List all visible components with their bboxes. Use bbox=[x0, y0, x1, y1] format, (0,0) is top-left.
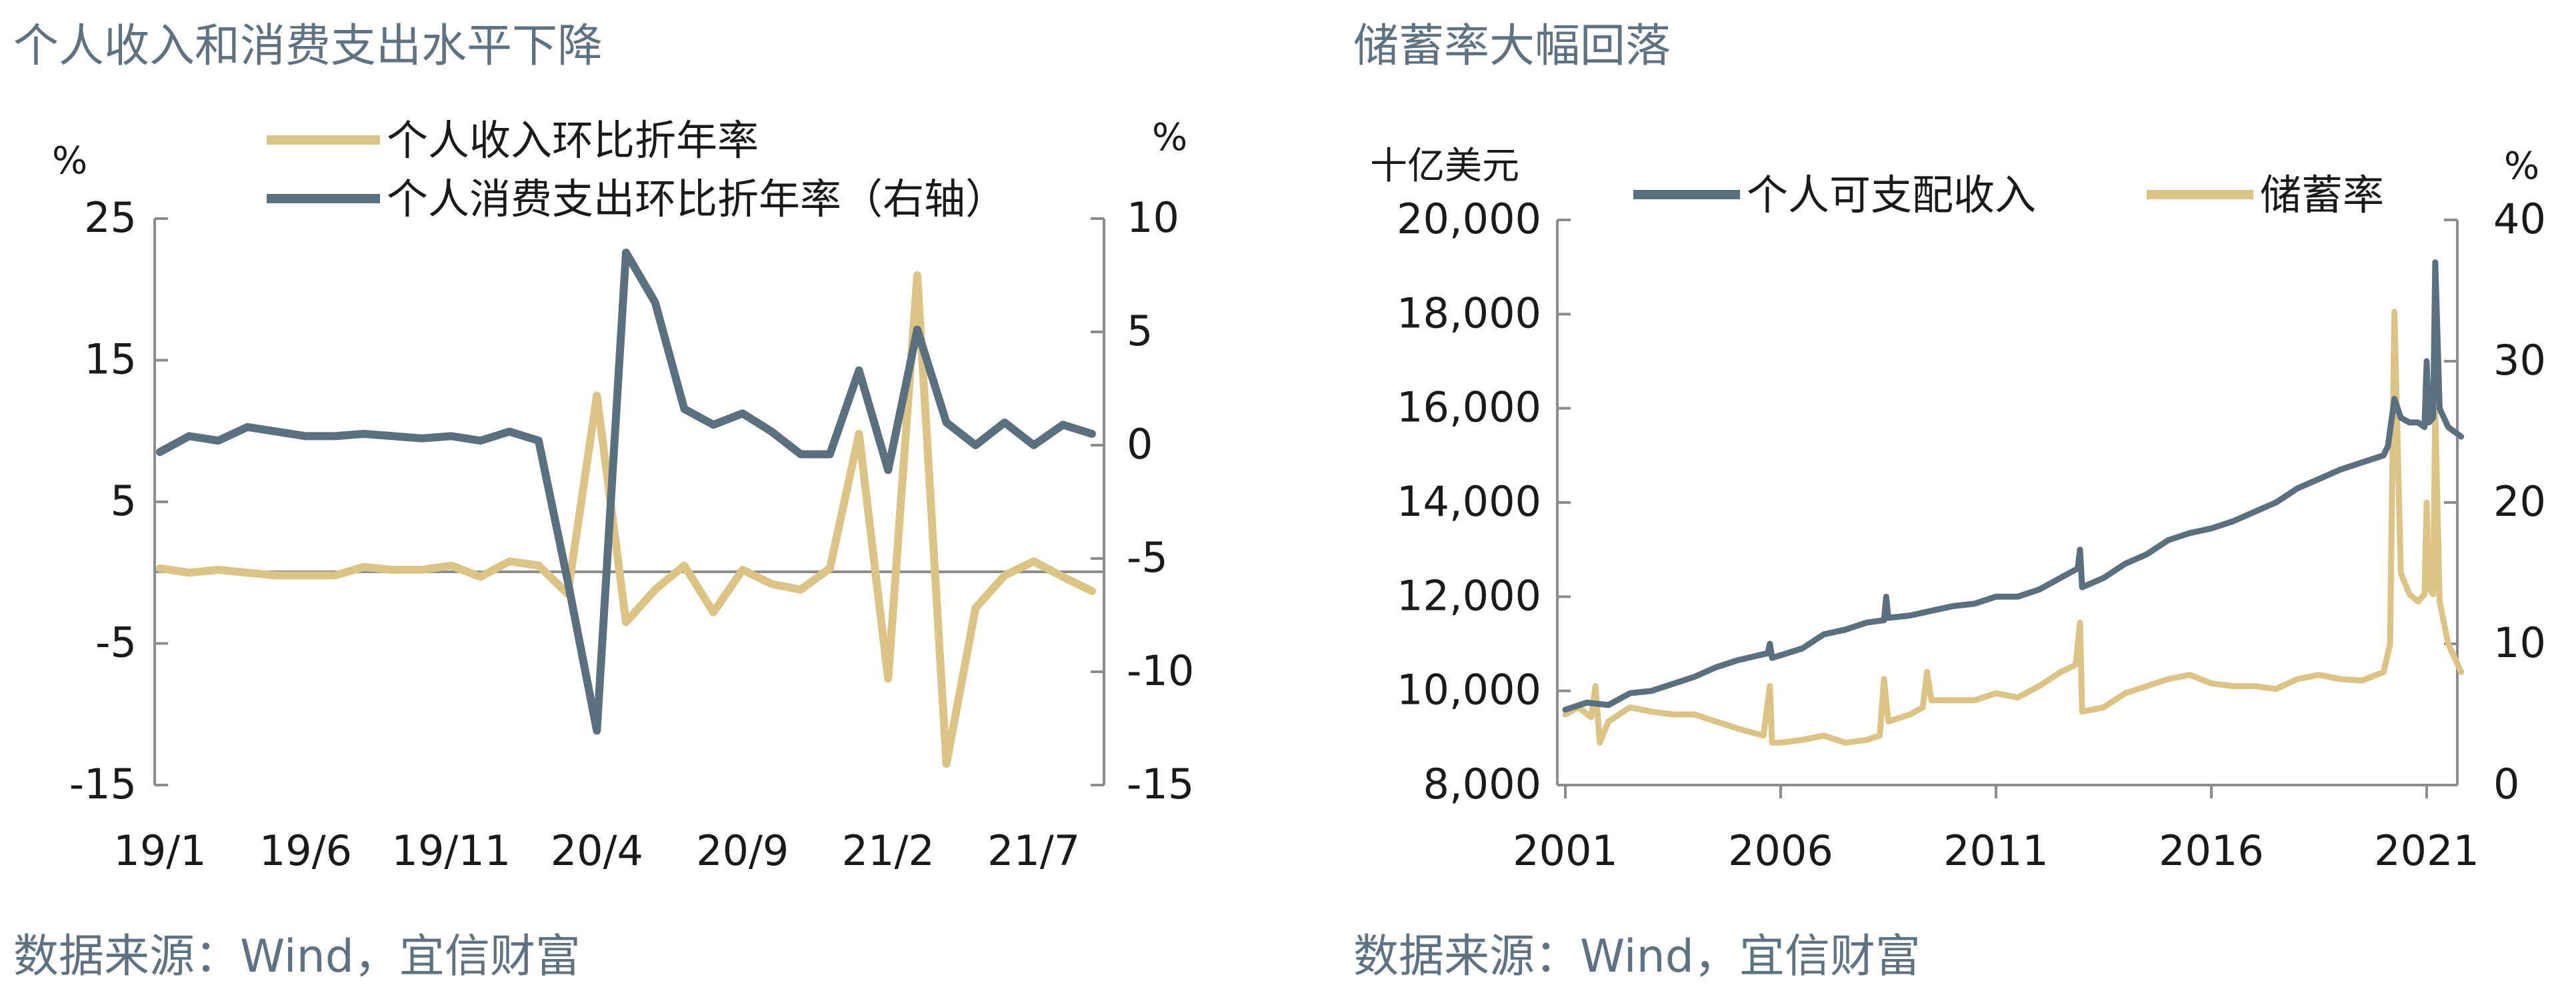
right-legend: 个人可支配收入 储蓄率 bbox=[1633, 171, 2384, 219]
left-y-ticks: 25 15 5 -5 -15 bbox=[69, 193, 168, 808]
r-left-y-tick-label: 20,000 bbox=[1397, 195, 1541, 243]
r-left-y-tick-label: 16,000 bbox=[1397, 383, 1541, 432]
r-left-y-tick-label: 8,000 bbox=[1423, 760, 1542, 808]
right-left-axis-unit: 十亿美元 bbox=[1370, 145, 1519, 188]
left-chart-title: 个人收入和消费支出水平下降 bbox=[13, 20, 603, 73]
right-source-note: 数据来源：Wind，宜信财富 bbox=[1353, 930, 1921, 983]
x-tick-label: 21/2 bbox=[842, 826, 935, 875]
r-left-y-tick-label: 10,000 bbox=[1397, 666, 1541, 714]
left-y-tick-label: 5 bbox=[111, 477, 137, 525]
right-y-tick-label: 0 bbox=[1127, 420, 1153, 469]
left-y-tick-label: -5 bbox=[95, 618, 137, 667]
x-tick-label: 21/7 bbox=[987, 826, 1080, 875]
savings-rate-series-line bbox=[1562, 309, 2465, 746]
r-right-y-tick-label: 10 bbox=[2493, 618, 2546, 667]
r-x-tick-label: 2011 bbox=[1943, 826, 2049, 875]
x-tick-label: 19/11 bbox=[392, 826, 511, 875]
x-tick-label: 20/4 bbox=[551, 826, 643, 875]
r-x-tick-label: 2021 bbox=[2374, 826, 2479, 875]
left-legend: 个人收入环比折年率 个人消费支出环比折年率（右轴） bbox=[267, 116, 1007, 223]
right-y-tick-label: -10 bbox=[1127, 646, 1194, 695]
right-chart: 储蓄率大幅回落 十亿美元 % 个人可支配收入 储蓄率 20,000 18,000 1… bbox=[1353, 20, 2546, 983]
left-axis-unit: % bbox=[52, 139, 87, 183]
left-y-tick-label: 25 bbox=[84, 193, 137, 242]
legend-label-income: 个人收入环比折年率 bbox=[387, 116, 759, 165]
right-y-tick-label: -5 bbox=[1127, 533, 1168, 582]
right-series bbox=[1562, 259, 2465, 746]
spending-series-line bbox=[156, 249, 1096, 735]
right-y-tick-label: 10 bbox=[1127, 193, 1179, 242]
right-right-axis-unit: % bbox=[2504, 145, 2539, 188]
right-y-tick-label: -15 bbox=[1127, 760, 1194, 808]
right-y-ticks: 10 5 0 -5 -10 -15 bbox=[1091, 193, 1194, 808]
r-right-y-tick-label: 20 bbox=[2493, 477, 2546, 526]
r-right-y-tick-label: 40 bbox=[2493, 195, 2546, 243]
left-series bbox=[156, 249, 1096, 768]
r-x-tick-label: 2006 bbox=[1728, 826, 1833, 875]
r-left-y-ticks: 20,000 18,000 16,000 14,000 12,000 10,000 8,00… bbox=[1397, 195, 1571, 808]
right-axis-unit: % bbox=[1152, 116, 1187, 159]
left-y-tick-label: -15 bbox=[69, 760, 137, 808]
left-chart: 个人收入和消费支出水平下降 % % 个人收入环比折年率 个人消费支出环比折年率（… bbox=[13, 20, 1194, 983]
r-right-y-tick-label: 0 bbox=[2493, 760, 2519, 808]
r-right-y-ticks: 40 30 20 10 0 bbox=[2444, 195, 2546, 808]
legend-label-disposable-income: 个人可支配收入 bbox=[1747, 171, 2036, 219]
r-x-tick-label: 2001 bbox=[1513, 826, 1618, 875]
right-y-tick-label: 5 bbox=[1127, 307, 1153, 355]
x-tick-label: 20/9 bbox=[696, 826, 789, 875]
r-left-y-tick-label: 18,000 bbox=[1397, 289, 1541, 337]
x-tick-label: 19/1 bbox=[113, 826, 206, 875]
left-y-tick-label: 15 bbox=[84, 335, 137, 384]
r-left-y-tick-label: 12,000 bbox=[1397, 571, 1541, 620]
right-chart-title: 储蓄率大幅回落 bbox=[1353, 20, 1671, 73]
x-ticks: 19/1 19/6 19/11 20/4 20/9 21/2 21/7 bbox=[113, 826, 1080, 875]
income-series-line bbox=[156, 271, 1096, 768]
x-tick-label: 19/6 bbox=[259, 826, 352, 875]
legend-label-spending: 个人消费支出环比折年率（右轴） bbox=[387, 175, 1007, 223]
r-right-y-tick-label: 30 bbox=[2493, 336, 2546, 385]
r-x-ticks: 2001 2006 2011 2016 2021 bbox=[1513, 785, 2479, 875]
disposable-income-series-line bbox=[1562, 259, 2465, 713]
left-source-note: 数据来源：Wind，宜信财富 bbox=[13, 930, 581, 983]
r-left-y-tick-label: 14,000 bbox=[1397, 477, 1541, 526]
legend-label-savings-rate: 储蓄率 bbox=[2260, 171, 2384, 219]
r-x-tick-label: 2016 bbox=[2159, 826, 2264, 875]
